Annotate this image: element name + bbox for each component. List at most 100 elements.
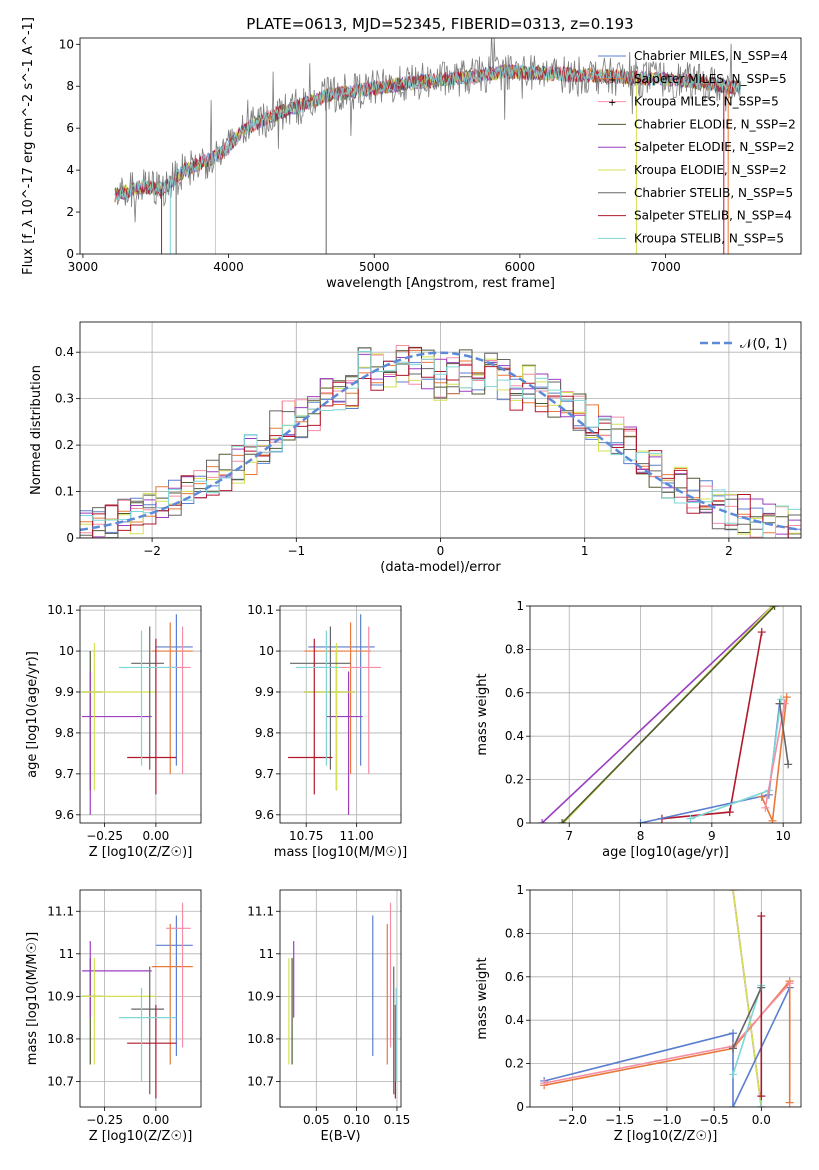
x-tick-label: 0.00 [143,1113,170,1127]
x-tick-label: 6000 [505,260,536,274]
weight-marker [757,912,766,921]
legend-marker: + [608,98,616,109]
y-tick-label: 10.7 [47,1074,74,1088]
weight-marker [785,1098,794,1107]
panel-residuals: −2 −1 0 1 2 0 0.1 0.2 0.3 0.4 (data-model)/error No… [29,321,802,575]
y-tick-label: 10 [59,644,74,658]
weight-marker [558,819,567,823]
y-tick-label: 0.1 [55,485,74,499]
x-tick-label: 4000 [213,260,244,274]
weight-marker [538,819,547,823]
y-tick-label: 9.8 [255,726,274,740]
y-tick-label: 0.2 [55,438,74,452]
weight-marker [757,628,766,637]
weight-marker [559,819,568,823]
plot-area-age-vs-Z [80,606,201,823]
y-tick-label: 11.1 [247,904,274,918]
x-tick-label: 0.10 [343,1113,370,1127]
y-tick-label: 10.9 [47,989,74,1003]
x-tick-label: 11.00 [339,829,373,843]
weight-marker [729,1029,738,1038]
y-tick-label: 0.3 [55,392,74,406]
y-tick-label: 0 [66,247,74,261]
x-tick-label: 2 [725,544,733,558]
residual-histogram [80,346,801,538]
x-tick-label: 0.00 [143,829,170,843]
x-axis-label: (data-model)/error [380,560,501,575]
axes-frame [279,889,402,1108]
legend-label: Salpeter MILES, N_SSP=5 [634,72,787,86]
plot-area-weight-vs-age [530,606,801,823]
x-tick-label: 9 [708,829,716,843]
x-tick-label: 8 [637,829,645,843]
x-tick-label: 0.05 [303,1113,330,1127]
weight-marker [729,1103,738,1107]
plot-area-age-vs-mass [280,606,401,823]
weight-marker [784,760,793,769]
y-tick-label: 0.4 [55,345,74,359]
y-axis-label: mass weight [475,957,490,1039]
panel-age-vs-Z: −0.25 0.00 9.6 9.7 9.8 9.9 10 10.1 Z [log10(Z/Z☉… [25,603,202,860]
weight-marker [729,1070,738,1079]
plot-area-mass-vs-ebv [280,890,401,1107]
weight-marker [782,693,791,702]
plot-area-spectrum [114,38,742,254]
x-tick-label: −0.5 [700,1113,729,1127]
y-tick-label: 0.4 [505,729,524,743]
y-tick-label: 0.6 [505,970,524,984]
y-axis-label: mass weight [475,673,490,755]
y-tick-label: 8 [66,79,74,93]
y-tick-label: 0 [516,1100,524,1114]
y-tick-label: 10 [59,37,74,51]
weight-marker [757,983,766,992]
x-axis-label: E(B-V) [320,1129,360,1144]
panel-age-vs-mass: 10.75 11.00 9.6 9.7 9.8 9.9 10 10.1 mass [log10(… [247,603,407,860]
legend-marker: + [608,75,616,86]
y-tick-label: 9.6 [55,808,74,822]
weight-marker [770,606,779,610]
x-axis-label: Z [log10(Z/Z☉)] [614,1129,718,1144]
y-tick-label: 10.1 [47,603,74,617]
x-tick-label: 7 [565,829,573,843]
y-tick-label: 6 [66,121,74,135]
y-tick-label: 2 [66,205,74,219]
y-tick-label: 10 [259,644,274,658]
y-tick-label: 0.8 [505,926,524,940]
x-tick-label: 7000 [650,260,681,274]
axes-frame [79,321,802,539]
axes-frame [79,605,202,824]
weight-line [732,890,763,1107]
axes-frame [529,889,802,1108]
x-tick-label: 0.0 [752,1113,771,1127]
legend-label: Chabrier STELIB, N_SSP=5 [634,186,793,200]
axes-frame [79,889,202,1108]
y-tick-label: 4 [66,163,74,177]
x-axis-label: Z [log10(Z/Z☉)] [89,845,193,860]
x-axis-label: Z [log10(Z/Z☉)] [89,1129,193,1144]
weight-line [561,606,776,823]
plot-area-mass-vs-Z [80,890,201,1107]
weight-marker [775,699,784,708]
weight-marker [757,792,766,801]
x-axis-label: wavelength [Angstrom, rest frame] [326,276,555,291]
y-tick-label: 9.9 [255,685,274,699]
weight-marker [785,979,794,988]
y-tick-label: 0 [516,816,524,830]
x-tick-label: 10 [776,829,791,843]
weight-marker [686,814,695,823]
y-tick-label: 9.9 [55,685,74,699]
y-tick-label: 1 [516,883,524,897]
y-tick-label: 11 [259,947,274,961]
weight-marker [636,819,645,823]
y-tick-label: 0.6 [505,686,524,700]
axes-frame [79,37,802,255]
axes-frame [529,605,802,824]
panel-spectrum: 3000 4000 5000 6000 7000 0 2 4 6 8 10 wavelength [A… [21,17,802,291]
x-tick-label: −0.25 [86,829,123,843]
weight-marker [540,1079,549,1088]
legend-label: 𝒩(0, 1) [740,337,787,352]
legend-label: Chabrier ELODIE, N_SSP=2 [634,117,796,131]
x-tick-label: 1 [581,544,589,558]
